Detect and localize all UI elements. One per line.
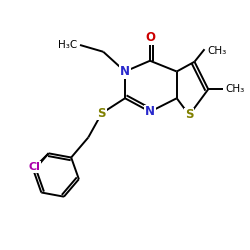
Text: H₃C: H₃C	[58, 40, 78, 50]
Text: N: N	[145, 105, 155, 118]
Text: CH₃: CH₃	[225, 84, 244, 94]
Text: Cl: Cl	[29, 162, 41, 172]
Text: O: O	[145, 31, 155, 44]
Text: N: N	[120, 65, 130, 78]
Text: S: S	[98, 107, 106, 120]
Text: S: S	[185, 108, 194, 122]
Text: CH₃: CH₃	[208, 46, 227, 56]
